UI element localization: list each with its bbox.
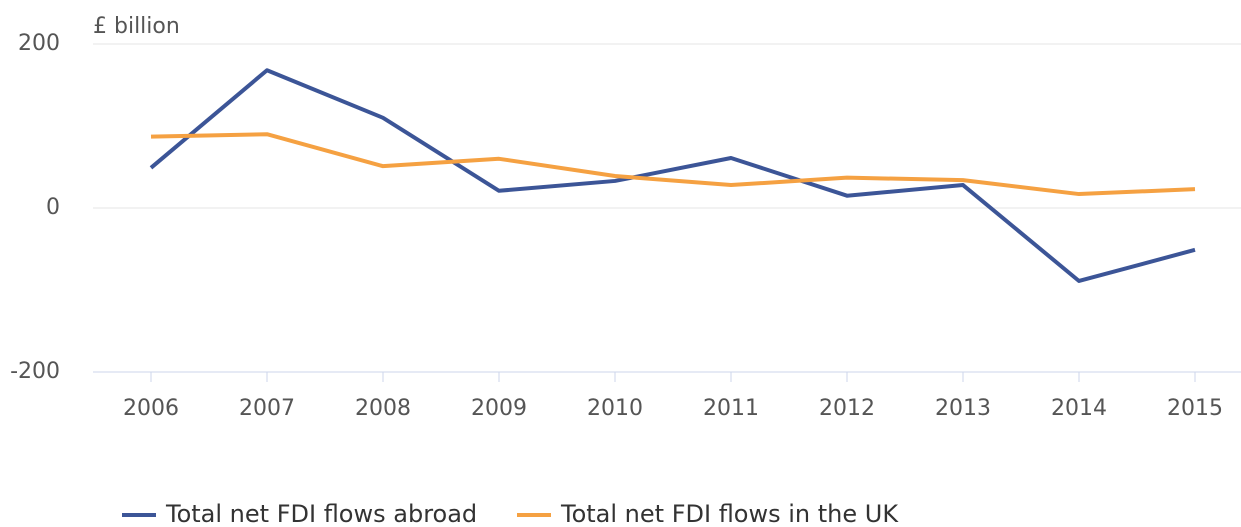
data-line <box>150 132 1196 197</box>
y-tick-label: 200 <box>18 31 60 56</box>
x-tick-label: 2012 <box>819 396 875 421</box>
x-tick-label: 2008 <box>355 396 411 421</box>
x-tick-label: 2014 <box>1051 396 1107 421</box>
x-tick-label: 2006 <box>123 396 179 421</box>
legend-label: Total net FDI flows abroad <box>165 500 477 527</box>
legend-label: Total net FDI flows in the UK <box>560 500 899 527</box>
x-tick-label: 2007 <box>239 396 295 421</box>
y-tick-label: -200 <box>10 359 60 384</box>
x-tick-label: 2011 <box>703 396 759 421</box>
x-tick-label: 2013 <box>935 396 991 421</box>
x-tick-label: 2009 <box>471 396 527 421</box>
x-tick-label: 2010 <box>587 396 643 421</box>
x-tick-label: 2015 <box>1167 396 1223 421</box>
y-axis-label: £ billion <box>93 14 180 39</box>
y-tick-label: 0 <box>46 195 60 220</box>
data-line <box>149 68 1196 283</box>
